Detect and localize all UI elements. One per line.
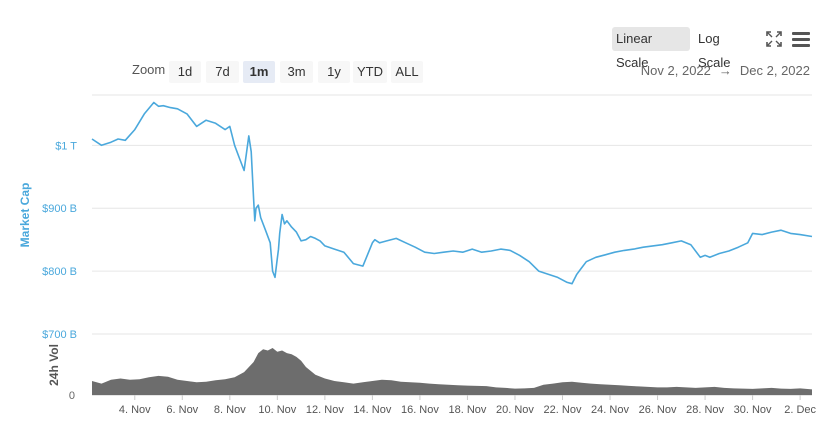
zoom-button-all[interactable]: ALL xyxy=(391,61,423,83)
y-tick-label: $700 B xyxy=(42,329,77,341)
volume-tick-label: 0 xyxy=(69,390,75,402)
x-tick-label: 28. Nov xyxy=(686,404,724,416)
fullscreen-button[interactable] xyxy=(764,29,784,49)
x-tick-label: 4. Nov xyxy=(119,404,151,416)
y-tick-label: $800 B xyxy=(42,266,77,278)
zoom-label: Zoom xyxy=(132,62,166,77)
chart-menu-button[interactable] xyxy=(790,29,812,49)
y-tick-label: $900 B xyxy=(42,203,77,215)
x-tick-label: 24. Nov xyxy=(591,404,629,416)
hamburger-menu-icon xyxy=(792,32,810,47)
zoom-button-1m[interactable]: 1m xyxy=(243,61,275,83)
x-tick-label: 12. Nov xyxy=(306,404,344,416)
range-start[interactable]: Nov 2, 2022 xyxy=(640,63,711,78)
fullscreen-icon xyxy=(766,31,782,47)
volume-layer xyxy=(92,348,812,395)
y-axis-title: Market Cap xyxy=(18,183,32,248)
x-tick-label: 18. Nov xyxy=(448,404,486,416)
grid-lines xyxy=(92,94,812,396)
zoom-button-1y[interactable]: 1y xyxy=(318,61,350,83)
x-tick-label: 2. Dec xyxy=(784,404,816,416)
log-scale-label: Log Scale xyxy=(698,31,731,70)
range-arrow-icon: → xyxy=(718,63,732,78)
date-range: Nov 2, 2022 → Dec 2, 2022 xyxy=(641,63,810,78)
zoom-button-1d[interactable]: 1d xyxy=(169,61,201,83)
linear-scale-button[interactable]: Linear Scale xyxy=(612,27,690,70)
range-end[interactable]: Dec 2, 2022 xyxy=(739,63,810,78)
x-tick-label: 14. Nov xyxy=(353,404,391,416)
x-tick-label: 10. Nov xyxy=(258,404,296,416)
x-tick-label: 26. Nov xyxy=(639,404,677,416)
zoom-button-3m[interactable]: 3m xyxy=(280,61,313,83)
y-tick-label: $1 T xyxy=(55,140,77,152)
x-tick-label: 6. Nov xyxy=(166,404,198,416)
zoom-button-7d[interactable]: 7d xyxy=(206,61,239,83)
log-scale-button[interactable]: Log Scale xyxy=(694,27,758,70)
volume-axis-title: 24h Vol xyxy=(47,344,61,386)
x-tick-label: 30. Nov xyxy=(734,404,772,416)
linear-scale-label: Linear Scale xyxy=(616,31,653,70)
x-tick-label: 20. Nov xyxy=(496,404,534,416)
zoom-button-ytd[interactable]: YTD xyxy=(353,61,387,83)
x-tick-label: 22. Nov xyxy=(544,404,582,416)
x-tick-label: 8. Nov xyxy=(214,404,246,416)
volume-area xyxy=(92,348,812,395)
x-tick-label: 16. Nov xyxy=(401,404,439,416)
market-cap-line-layer xyxy=(91,101,813,285)
market-cap-line xyxy=(91,101,813,285)
axis-labels: $1 T $900 B $800 B $700 B 0 4. Nov 6. Nov 8. No… xyxy=(18,140,817,416)
